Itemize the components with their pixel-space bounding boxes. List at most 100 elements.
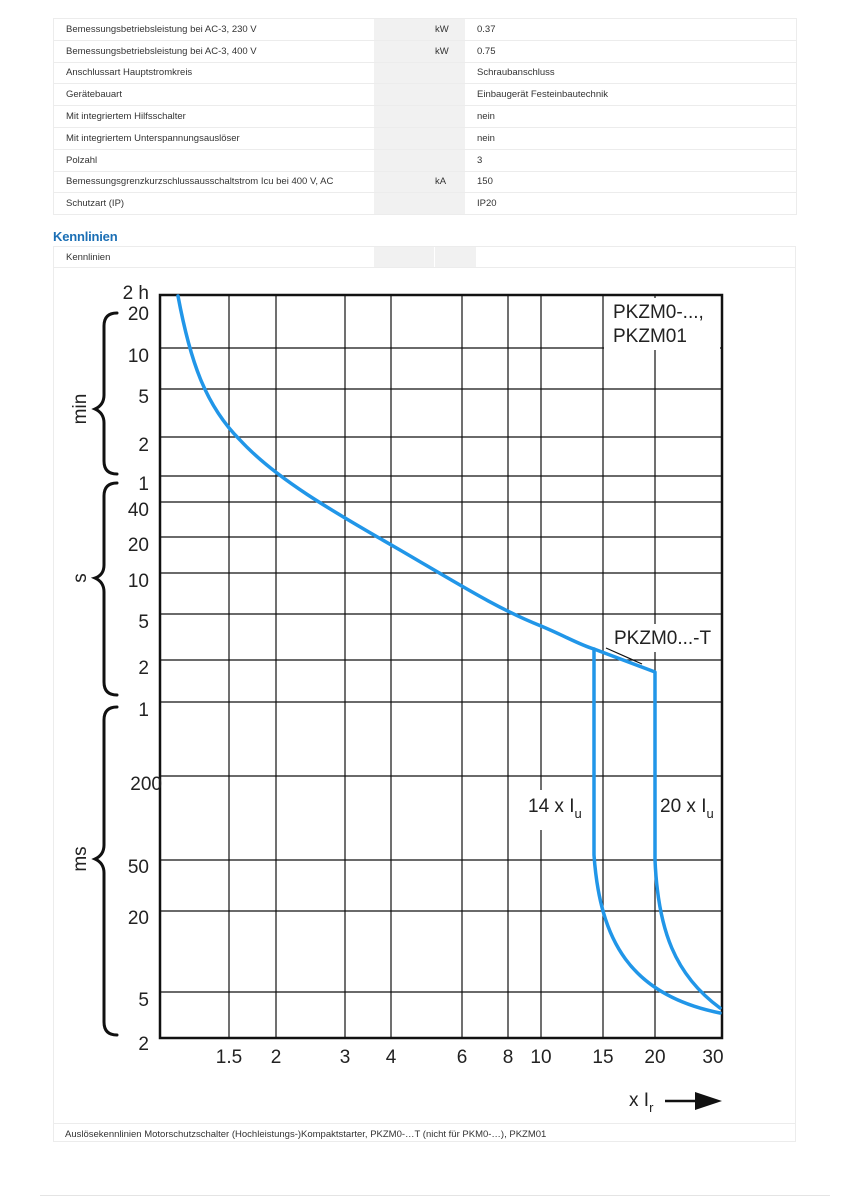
kennlinien-header-row: Kennlinien [54, 247, 795, 268]
kennlinien-row-label: Kennlinien [66, 252, 111, 263]
brace-s [90, 481, 119, 697]
label-bg [604, 298, 720, 350]
y-tick-label: 2 [138, 435, 149, 456]
y-tick-label: 1 [138, 700, 149, 721]
y-group-braces [90, 311, 119, 1037]
gray-cell [374, 18, 423, 41]
spec-label: Gerätebauart [53, 83, 374, 107]
x-axis-label: x Ir [629, 1090, 654, 1115]
y-tick-label: 2 [138, 658, 149, 679]
trip-curves [176, 294, 722, 1015]
spec-value: Schraubanschluss [465, 62, 797, 85]
spec-value: Einbaugerät Festeinbautechnik [465, 83, 797, 107]
spec-row: Bemessungsbetriebsleistung bei AC-3, 400… [53, 40, 797, 63]
curve-t [592, 647, 722, 1015]
y-tick-label: 20 [128, 304, 149, 325]
spec-row: Schutzart (IP) IP20 [53, 192, 797, 216]
label-20xiu: 20 x Iu [660, 796, 714, 821]
y-tick-label: 2 h [123, 283, 149, 304]
x-tick-label: 3 [340, 1047, 351, 1068]
spec-label: Anschlussart Hauptstromkreis [53, 62, 374, 85]
section-title-kennlinien: Kennlinien [53, 229, 118, 244]
y-tick-label: 2 [138, 1034, 149, 1055]
spec-label: Bemessungsbetriebsleistung bei AC-3, 400… [53, 40, 374, 63]
spec-value: 0.75 [465, 40, 797, 63]
gray-cell [374, 247, 434, 267]
gray-cell [435, 247, 476, 267]
brace-min [91, 311, 119, 476]
gray-cell [374, 149, 423, 172]
chart-caption-row: Auslösekennlinien Motorschutzschalter (H… [53, 1123, 796, 1143]
y-tick-label: 20 [128, 908, 149, 929]
bottom-divider [40, 1195, 830, 1196]
label-bg [657, 790, 720, 830]
y-tick-label: 10 [128, 571, 149, 592]
spec-row: Mit integriertem Hilfsschalter nein [53, 105, 797, 128]
spec-value: nein [465, 105, 797, 128]
spec-row: Bemessungsgrenzkurzschlussausschaltstrom… [53, 171, 797, 194]
spec-table: Bemessungsbetriebsleistung bei AC-3, 230… [53, 18, 797, 216]
gray-cell [374, 127, 423, 150]
t-label-leader [605, 647, 643, 665]
x-tick-label: 15 [592, 1047, 613, 1068]
spec-unit: kA [423, 171, 465, 194]
gray-cell [374, 105, 423, 128]
chart-caption: Auslösekennlinien Motorschutzschalter (H… [65, 1129, 547, 1140]
y-group-ms: ms [70, 846, 91, 871]
spec-unit [423, 83, 465, 107]
x-tick-labels: 1.5 2 3 4 6 8 10 15 20 30 [216, 1047, 724, 1068]
y-group-min: min [70, 394, 91, 425]
spec-unit [423, 62, 465, 85]
plot-frame [158, 293, 724, 1040]
gray-cell [374, 171, 423, 194]
x-tick-label: 10 [530, 1047, 551, 1068]
spec-value: 0.37 [465, 18, 797, 41]
x-axis-arrow-icon [695, 1092, 722, 1110]
x-tick-label: 20 [644, 1047, 665, 1068]
vertical-grid [228, 295, 656, 1038]
gray-cell [374, 83, 423, 107]
kennlinien-box: Kennlinien [53, 246, 796, 1142]
spec-unit [423, 127, 465, 150]
x-tick-label: 2 [271, 1047, 282, 1068]
spec-row: Anschlussart Hauptstromkreis Schraubansch… [53, 62, 797, 85]
y-group-s: s [70, 573, 91, 583]
y-tick-label: 50 [128, 857, 149, 878]
spec-label: Mit integriertem Unterspannungsauslöser [53, 127, 374, 150]
spec-row: Polzahl 3 [53, 149, 797, 172]
brace-ms [91, 705, 119, 1037]
spec-label: Polzahl [53, 149, 374, 172]
y-tick-label: 5 [138, 990, 149, 1011]
y-tick-label: 20 [128, 535, 149, 556]
y-tick-label: 200 [130, 774, 162, 795]
label-pkzm0-t: PKZM0...-T [614, 628, 712, 649]
spec-label: Mit integriertem Hilfsschalter [53, 105, 374, 128]
label-bg [606, 624, 720, 652]
spec-unit: kW [423, 40, 465, 63]
spec-value: 3 [465, 149, 797, 172]
label-pkzm01: PKZM01 [613, 326, 687, 347]
spec-unit [423, 105, 465, 128]
x-tick-label: 8 [503, 1047, 514, 1068]
label-pkzm0: PKZM0-..., [613, 302, 704, 323]
y-tick-label: 10 [128, 346, 149, 367]
spec-unit [423, 149, 465, 172]
x-tick-label: 6 [457, 1047, 468, 1068]
y-tick-label: 40 [128, 500, 149, 521]
x-tick-label: 1.5 [216, 1047, 242, 1068]
y-tick-label: 5 [138, 387, 149, 408]
spec-value: nein [465, 127, 797, 150]
curve-main [176, 294, 722, 1010]
spec-row: Mit integriertem Unterspannungsauslöser n… [53, 127, 797, 150]
spec-unit [423, 192, 465, 216]
spec-label: Schutzart (IP) [53, 192, 374, 216]
x-tick-label: 4 [386, 1047, 397, 1068]
spec-value: IP20 [465, 192, 797, 216]
spec-row: Gerätebauart Einbaugerät Festeinbautechni… [53, 83, 797, 107]
y-tick-label: 1 [138, 474, 149, 495]
y-tick-label: 5 [138, 612, 149, 633]
label-14xiu: 14 x Iu [528, 796, 582, 821]
label-bg [521, 790, 587, 830]
